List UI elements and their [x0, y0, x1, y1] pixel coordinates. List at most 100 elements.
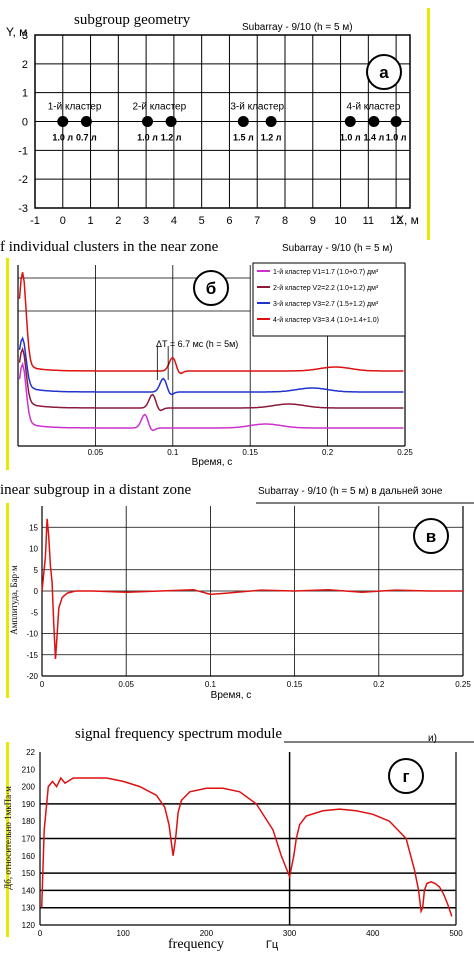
- panel-a-y-tick: -3: [18, 203, 28, 215]
- panel-d-y-tick: 150: [22, 869, 36, 878]
- panel-c-y-tick: -15: [26, 651, 38, 660]
- panel-b-x-tick: 0.25: [397, 448, 413, 457]
- panel-d-x-tick: 400: [366, 929, 380, 938]
- cluster-point: [237, 116, 249, 127]
- panel-a-y-tick: 0: [22, 117, 28, 129]
- cluster-point: [57, 116, 69, 127]
- panel-a-x-tick: 10: [334, 215, 346, 227]
- cluster-point-label: 1.5 л: [233, 133, 254, 143]
- panel-b-edge-bar: [6, 258, 9, 470]
- panel-c-x-tick: 0.05: [118, 680, 134, 689]
- panel-b-legend-entry: 3-й кластер V3=2.7 (1.5+1.2) дм³: [273, 300, 379, 308]
- panel-b-xlabel: Время, с: [192, 457, 233, 468]
- panel-d-y-tick: 160: [22, 852, 36, 861]
- panel-c-x-tick: 0.15: [287, 680, 303, 689]
- cluster-label: 2-й кластер: [132, 102, 186, 113]
- panel-d-x-tick: 500: [449, 929, 463, 938]
- panel-c-x-tick: 0.2: [373, 680, 385, 689]
- cluster-point-label: 0.7 л: [76, 133, 97, 143]
- panel-b-series-1: [18, 361, 404, 432]
- panel-a-y-tick: 2: [22, 59, 28, 71]
- panel-d-top-right-fragment: и): [428, 733, 437, 744]
- panel-c-y-tick: -5: [31, 608, 39, 617]
- panel-a-xlabel: X, м: [396, 213, 419, 227]
- panel-a-x-tick: 1: [87, 215, 93, 227]
- panel-d-x-tick: 100: [117, 929, 131, 938]
- panel-a-edge-bar: [427, 8, 430, 240]
- panel-a-x-tick: 3: [143, 215, 149, 227]
- panel-b-x-tick: 0.1: [167, 448, 179, 457]
- panel-d-letter-circle: [388, 758, 424, 794]
- panel-d-y-tick: 130: [22, 904, 36, 913]
- cluster-point-label: 1.0 л: [137, 133, 158, 143]
- cluster-point-label: 1.0 л: [386, 133, 407, 143]
- panel-d-y-tick: 200: [22, 783, 36, 792]
- panel-b-legend-box: [252, 262, 406, 337]
- panel-c-y-tick: 15: [29, 523, 38, 532]
- panel-b-series-2: [18, 346, 404, 412]
- cluster-point-label: 1.2 л: [261, 133, 282, 143]
- panel-b-annotation: ΔT = 6.7 мс (h = 5м): [156, 339, 238, 349]
- panel-b-x-tick: 0.2: [322, 448, 334, 457]
- panel-d-y-tick: 190: [22, 800, 36, 809]
- panel-c-y-tick: -10: [26, 630, 38, 639]
- panel-c-title: inear subgroup in a distant zone: [0, 482, 192, 498]
- panel-a-x-tick: 7: [254, 215, 260, 227]
- panel-d-letter: г: [402, 767, 409, 786]
- cluster-point-label: 1.4 л: [364, 133, 385, 143]
- panel-c-x-tick: 0.1: [205, 680, 217, 689]
- panel-d-y-tick: 180: [22, 817, 36, 826]
- panel-a-x-tick: 0: [60, 215, 66, 227]
- cluster-label: 4-й кластер: [347, 102, 401, 113]
- panel-a-x-tick: 9: [310, 215, 316, 227]
- panel-a-title: subgroup geometry: [74, 12, 191, 28]
- panel-b-letter: б: [206, 279, 217, 298]
- panel-d-y-tick: 22: [26, 748, 35, 757]
- panel-d-x-tick: 200: [200, 929, 214, 938]
- cluster-label: 3-й кластер: [230, 102, 284, 113]
- panel-a-x-tick: 5: [199, 215, 205, 227]
- panel-b-series-3: [18, 336, 404, 396]
- panel-a-x-tick: 11: [363, 215, 374, 227]
- cluster-point: [142, 116, 153, 127]
- cluster-point: [165, 116, 177, 127]
- panel-c-y-tick: 0: [34, 587, 39, 596]
- cluster-point: [265, 116, 277, 127]
- panel-d-ylabel: Дб, относительно 1мкПа·м: [3, 786, 13, 890]
- panel-b-legend-entry: 4-й кластер V3=3.4 (1.0+1.4+1.0): [273, 316, 379, 324]
- panel-c-y-tick: -20: [26, 672, 38, 681]
- panel-d-title: signal frequency spectrum module: [75, 726, 282, 742]
- cluster-point-label: 1.0 л: [340, 133, 361, 143]
- cluster-point-label: 1.0 л: [52, 133, 73, 143]
- cluster-point-label: 1.2 л: [161, 133, 182, 143]
- panel-d-y-tick: 210: [22, 765, 36, 774]
- panel-d-xunit: Гц: [266, 939, 279, 951]
- panel-a-x-tick: -1: [30, 215, 40, 227]
- panel-d-y-tick: 120: [22, 921, 36, 930]
- panel-a-y-tick: 3: [22, 30, 28, 42]
- panel-b-legend-entry: 2-й кластер V2=2.2 (1.0+1.2) дм³: [273, 284, 379, 292]
- panel-c-letter-circle: [413, 518, 449, 554]
- panel-a-x-tick: 4: [171, 215, 177, 227]
- panel-d-edge-bar: [6, 742, 9, 937]
- panel-a-y-tick: -2: [18, 174, 28, 186]
- cluster-point: [390, 116, 402, 127]
- cluster-point: [368, 116, 380, 127]
- panel-c-edge-bar: [6, 503, 9, 698]
- panel-c-letter: в: [426, 527, 436, 546]
- panel-b-x-tick: 0.15: [242, 448, 258, 457]
- panel-b-title: f individual clusters in the near zone: [0, 239, 219, 255]
- panel-c-subtitle: Subarray - 9/10 (h = 5 м) в дальней зоне: [258, 486, 443, 497]
- panel-a-letter-circle: [366, 54, 402, 90]
- panel-a-y-tick: 1: [22, 88, 28, 100]
- panel-c-series: [41, 518, 463, 660]
- panel-d-xlabel: frequency: [168, 937, 224, 952]
- panel-d-y-tick: 140: [22, 886, 36, 895]
- panel-b-legend-entry: 1-й кластер V1=1.7 (1.0+0.7) дм³: [273, 268, 379, 276]
- panel-a-x-tick: 6: [226, 215, 232, 227]
- panel-b-letter-circle: [193, 270, 229, 306]
- panel-c-y-tick: 5: [34, 566, 39, 575]
- panel-d-series: [40, 776, 453, 917]
- panel-d-x-tick: 300: [283, 929, 297, 938]
